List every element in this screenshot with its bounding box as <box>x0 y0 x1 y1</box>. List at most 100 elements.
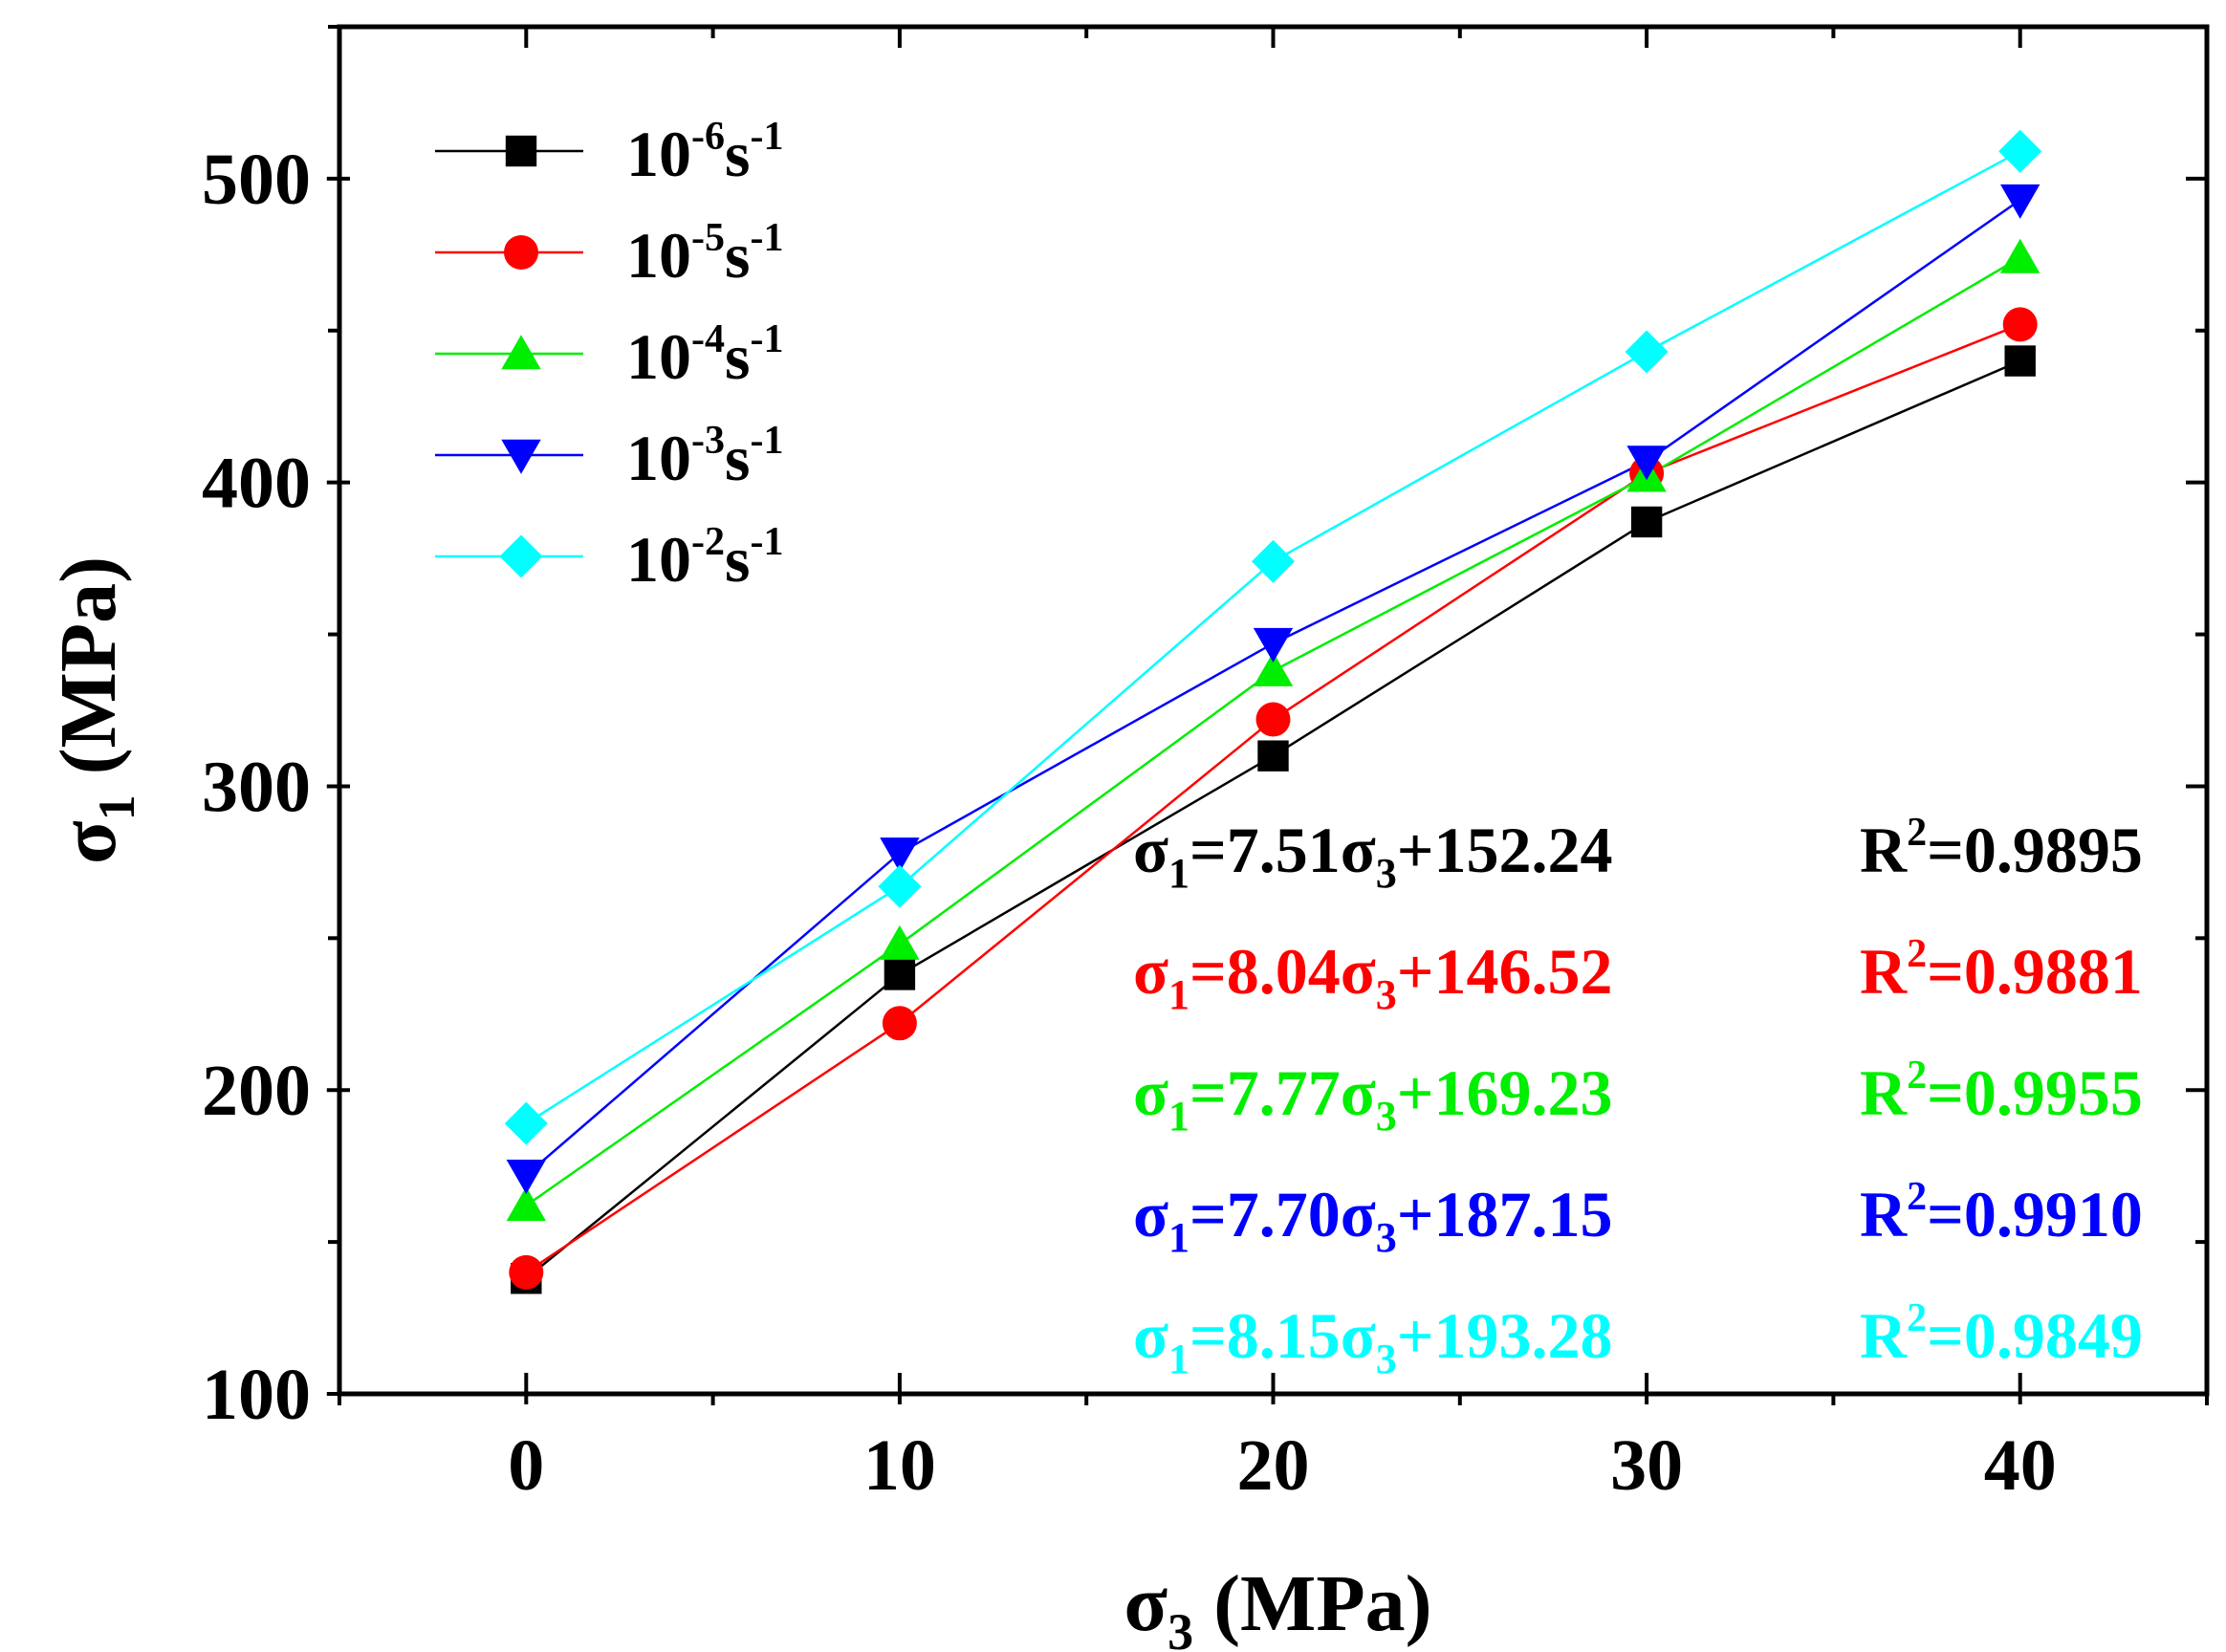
legend-unit: s <box>725 523 750 596</box>
r2-exponent: 2 <box>1907 932 1927 976</box>
legend-item-2: 10-5s-1 <box>435 216 783 292</box>
fit-equation-2: σ1=8.04σ3+146.52 <box>1133 935 1613 1018</box>
data-point-series-5 <box>1252 539 1295 583</box>
legend-label: 10-3s-1 <box>626 419 783 494</box>
eq-sigma: σ <box>1133 1178 1168 1250</box>
axis-unit: (MPa) <box>44 556 133 795</box>
legend-base: 10 <box>626 422 691 494</box>
r2-value: =0.9910 <box>1927 1178 2143 1250</box>
axis-labels: σ3 (MPa)σ1 (MPa) <box>44 556 1432 1652</box>
eq-intercept: +187.15 <box>1397 1178 1613 1250</box>
legend-unit: s <box>725 320 750 393</box>
y-tick-label: 300 <box>202 747 311 827</box>
data-point-series-1 <box>1257 740 1289 772</box>
r2-label: R <box>1860 935 1908 1008</box>
r2-exponent: 2 <box>1907 1054 1927 1098</box>
legend-base: 10 <box>626 118 691 190</box>
y-tick-label: 500 <box>202 140 311 220</box>
fit-equation-4: σ1=7.70σ3+187.15 <box>1133 1178 1613 1261</box>
axis-subscript: 1 <box>88 794 145 820</box>
y-axis-label: σ1 (MPa) <box>44 556 145 864</box>
legend-unit: s <box>725 219 750 292</box>
eq-subscript: 3 <box>1376 1214 1397 1261</box>
eq-subscript: 1 <box>1168 1093 1189 1140</box>
legend-item-3: 10-4s-1 <box>435 317 783 393</box>
y-tick-label: 200 <box>202 1051 311 1131</box>
data-point-series-4 <box>1253 627 1294 663</box>
data-point-series-4 <box>1626 446 1667 481</box>
legend-exponent: -1 <box>750 115 783 159</box>
eq-coefficient: =7.77 <box>1189 1056 1341 1129</box>
eq-sigma: σ <box>1133 814 1168 886</box>
eq-sigma: σ <box>1341 1299 1376 1372</box>
x-tick-label: 20 <box>1237 1425 1310 1506</box>
legend-label: 10-5s-1 <box>626 216 783 292</box>
legend-exponent: -2 <box>691 520 725 564</box>
legend-marker <box>501 335 541 370</box>
fit-equation-5: σ1=8.15σ3+193.28 <box>1133 1299 1613 1382</box>
series-markers <box>504 129 2042 1294</box>
legend: 10-6s-110-5s-110-4s-110-3s-110-2s-1 <box>435 115 783 596</box>
y-tick-label: 400 <box>202 444 311 524</box>
r2-label: R <box>1860 1056 1908 1129</box>
r2-label: R <box>1860 1299 1908 1372</box>
data-point-series-3 <box>1253 651 1294 686</box>
r2-value: =0.9895 <box>1927 814 2143 886</box>
legend-unit: s <box>725 422 750 494</box>
legend-exponent: -6 <box>691 115 725 159</box>
legend-label: 10-2s-1 <box>626 520 783 596</box>
eq-intercept: +146.52 <box>1397 935 1613 1008</box>
legend-marker <box>499 534 543 578</box>
fit-equation-1: σ1=7.51σ3+152.24 <box>1133 814 1613 897</box>
eq-intercept: +169.23 <box>1397 1056 1613 1129</box>
y-tick-label: 100 <box>202 1355 311 1435</box>
data-point-series-5 <box>1625 330 1669 374</box>
data-point-series-4 <box>2000 184 2040 219</box>
eq-sigma: σ <box>1133 1056 1168 1129</box>
eq-coefficient: =7.70 <box>1189 1178 1341 1250</box>
eq-subscript: 3 <box>1376 1093 1397 1140</box>
r2-label: R <box>1860 1178 1908 1250</box>
eq-coefficient: =8.04 <box>1189 935 1341 1008</box>
axis-unit: (MPa) <box>1193 1559 1432 1648</box>
axis-subscript: 3 <box>1168 1603 1193 1652</box>
data-point-series-4 <box>880 837 920 873</box>
x-tick-label: 0 <box>508 1425 544 1506</box>
legend-marker <box>505 135 537 167</box>
r2-exponent: 2 <box>1907 1175 1927 1219</box>
x-tick-label: 40 <box>1984 1425 2057 1506</box>
series-line-2 <box>525 323 2021 1273</box>
r2-label: R <box>1860 814 1908 886</box>
legend-item-4: 10-3s-1 <box>435 419 783 494</box>
r2-value: =0.9881 <box>1927 935 2143 1008</box>
data-point-series-3 <box>2000 238 2040 273</box>
eq-subscript: 1 <box>1168 850 1189 897</box>
legend-exponent: -5 <box>691 216 725 260</box>
r2-value: =0.9849 <box>1927 1299 2143 1372</box>
eq-subscript: 1 <box>1168 1214 1189 1261</box>
legend-exponent: -3 <box>691 419 725 463</box>
eq-subscript: 3 <box>1376 971 1397 1018</box>
r-squared-2: R2=0.9881 <box>1860 932 2143 1008</box>
r2-exponent: 2 <box>1907 811 1927 855</box>
legend-marker <box>501 439 541 474</box>
data-point-series-5 <box>504 1101 548 1145</box>
eq-sigma: σ <box>1341 935 1376 1008</box>
legend-marker <box>504 235 538 270</box>
data-point-series-5 <box>878 864 922 908</box>
eq-subscript: 3 <box>1376 1336 1397 1382</box>
r-squared-3: R2=0.9955 <box>1860 1054 2143 1129</box>
legend-exponent: -1 <box>750 317 783 361</box>
eq-subscript: 1 <box>1168 971 1189 1018</box>
eq-intercept: +152.24 <box>1397 814 1613 886</box>
x-axis-label: σ3 (MPa) <box>1124 1559 1431 1652</box>
tick-labels: 0 10 20 30 40 100 200 300 400 500 <box>202 140 2057 1506</box>
eq-sigma: σ <box>1133 935 1168 1008</box>
legend-label: 10-6s-1 <box>626 115 783 190</box>
axis-ticks <box>326 25 2209 1405</box>
eq-intercept: +193.28 <box>1397 1299 1613 1372</box>
eq-coefficient: =7.51 <box>1189 814 1341 886</box>
r-squared-4: R2=0.9910 <box>1860 1175 2143 1250</box>
legend-exponent: -1 <box>750 520 783 564</box>
